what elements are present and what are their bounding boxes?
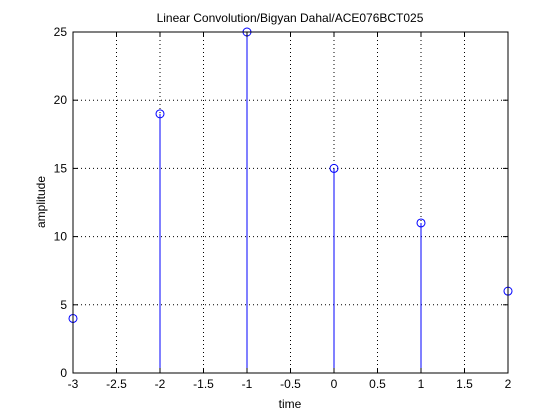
y-axis-label: amplitude: [34, 176, 48, 228]
x-tick-label: -3: [68, 377, 79, 391]
chart-title: Linear Convolution/Bigyan Dahal/ACE076BC…: [157, 11, 424, 25]
y-tick-label: 20: [54, 93, 68, 107]
x-tick-label: -2: [155, 377, 166, 391]
x-tick-label: -1.5: [193, 377, 214, 391]
x-tick-label: 1: [418, 377, 425, 391]
x-tick-label: 2: [505, 377, 512, 391]
stem-marker: [155, 109, 165, 119]
x-tick-label: 0: [331, 377, 338, 391]
y-tick-label: 5: [60, 298, 67, 312]
stem-marker: [329, 163, 339, 173]
x-tick-label: -0.5: [280, 377, 301, 391]
y-tick-label: 0: [60, 366, 67, 380]
x-tick-label: 0.5: [369, 377, 386, 391]
stem-marker: [416, 218, 426, 228]
x-tick-label: -1: [242, 377, 253, 391]
y-tick-label: 15: [54, 161, 68, 175]
y-tick-label: 10: [54, 230, 68, 244]
x-tick-label: -2.5: [106, 377, 127, 391]
x-tick-label: 1.5: [456, 377, 473, 391]
y-tick-label: 25: [54, 25, 68, 39]
plot-area: [73, 32, 508, 373]
x-axis-label: time: [279, 397, 302, 411]
